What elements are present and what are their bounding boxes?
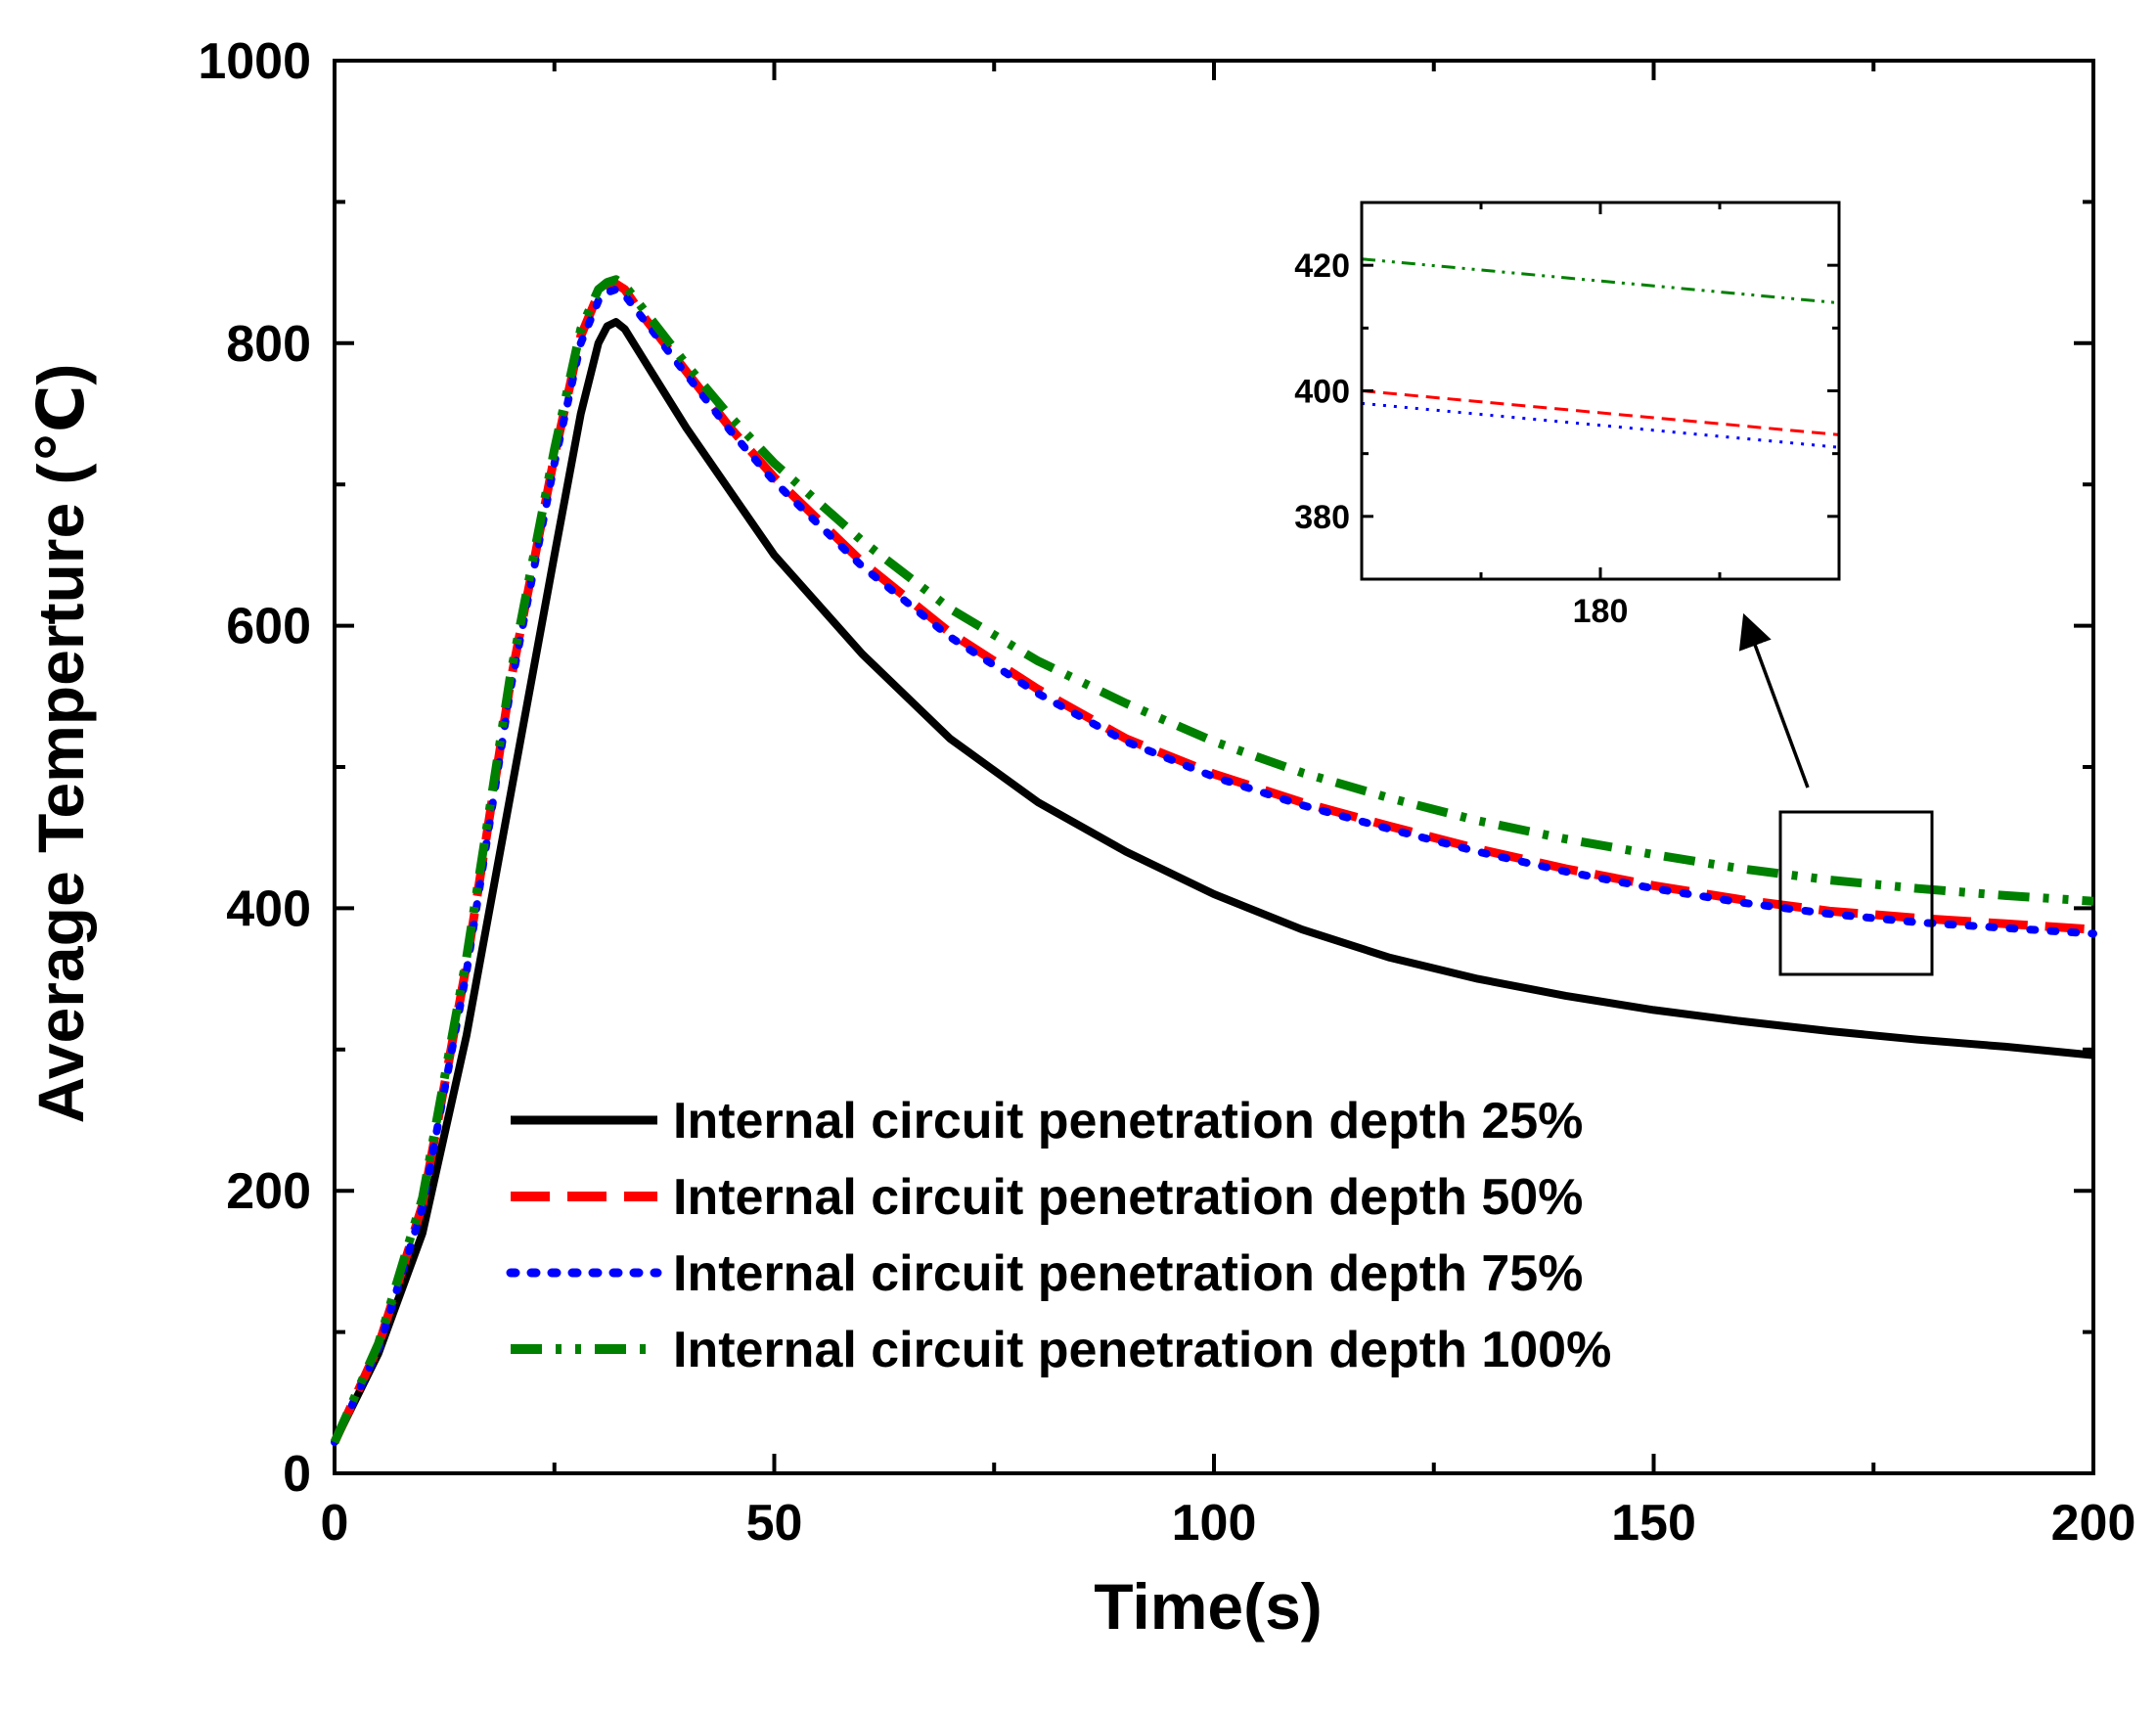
legend-label-3: Internal circuit penetration depth 75%: [673, 1245, 1583, 1302]
y-tick-label: 600: [226, 599, 311, 655]
series-layer: [330, 275, 2097, 1447]
y-tick-label: 200: [226, 1163, 311, 1220]
series-line-3: [331, 285, 2097, 1447]
zoom-box: [1778, 810, 1934, 976]
zoom-arrow: [1738, 612, 1810, 789]
inset-series-line-2: [1361, 389, 1840, 436]
legend: Internal circuit penetration depth 25% In…: [506, 1093, 1611, 1378]
legend-label-4: Internal circuit penetration depth 100%: [673, 1322, 1611, 1378]
x-tick-label: 200: [2051, 1495, 2136, 1552]
inset-chart: 380 400 420 180: [1294, 201, 1841, 630]
y-axis-title: Average Temperture (℃): [24, 364, 97, 1124]
series-line-4: [330, 275, 2094, 1445]
inset-x-tick-label: 180: [1573, 593, 1629, 630]
inset-y-tick-label: 380: [1294, 499, 1350, 536]
x-tick-label: 50: [746, 1495, 803, 1552]
inset-series-line-3: [1361, 401, 1840, 449]
y-tick-label: 800: [226, 316, 311, 373]
legend-label-1: Internal circuit penetration depth 25%: [673, 1093, 1583, 1150]
y-tick-label: 1000: [198, 33, 311, 90]
y-tick-label: 0: [283, 1446, 311, 1503]
x-axis-title: Time(s): [1094, 1570, 1323, 1643]
legend-label-2: Internal circuit penetration depth 50%: [673, 1169, 1583, 1226]
x-tick-label: 100: [1172, 1495, 1257, 1552]
x-tick-label: 0: [321, 1495, 349, 1552]
inset-y-tick-label: 400: [1294, 374, 1350, 411]
series-line-1: [331, 318, 2094, 1444]
y-tick-label: 400: [226, 880, 311, 937]
zoom-indicator: [1738, 612, 1934, 976]
ticks: 0 50 100 150 200 0 200 400 600 800 1000: [198, 33, 2135, 1552]
x-tick-label: 150: [1611, 1495, 1696, 1552]
inset-background: [1362, 203, 1839, 579]
inset-y-tick-label: 420: [1294, 248, 1350, 285]
